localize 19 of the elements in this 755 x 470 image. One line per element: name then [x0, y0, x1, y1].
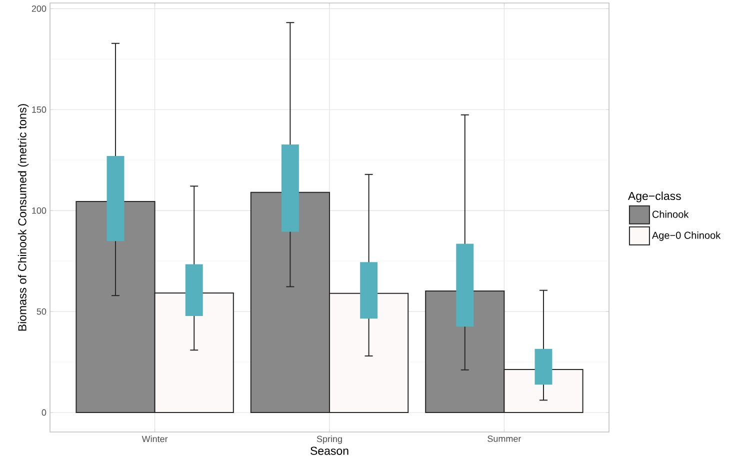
legend-label: Age−0 Chinook — [652, 232, 721, 241]
x-tick-label: Winter — [142, 436, 168, 442]
bar — [106, 156, 124, 242]
bar — [185, 264, 203, 316]
x-tick-label: Summer — [488, 436, 522, 442]
bar — [281, 144, 299, 232]
y-tick-label: 50 — [36, 308, 46, 315]
y-tick-label: 100 — [32, 207, 46, 214]
y-axis-title: Biomass of Chinook Consumed (metric tons) — [18, 104, 29, 331]
legend-title: Age−class — [628, 192, 681, 202]
bar — [456, 244, 474, 327]
x-tick-label: Spring — [316, 436, 342, 444]
y-tick-label: 200 — [32, 5, 46, 12]
bar — [534, 348, 552, 385]
x-axis-title: Season — [310, 446, 348, 455]
y-tick-label: 0 — [42, 409, 46, 416]
bar — [360, 262, 378, 319]
y-tick-label: 150 — [32, 106, 46, 113]
legend-label: Chinook — [652, 210, 689, 218]
